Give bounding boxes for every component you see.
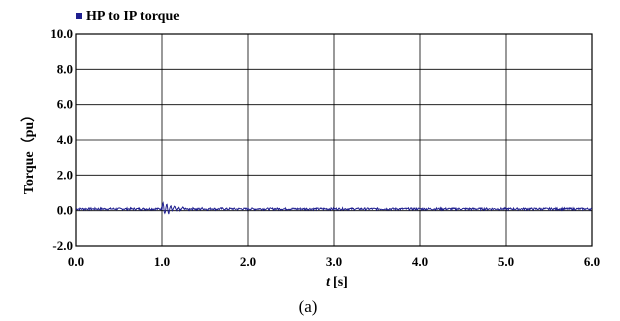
x-tick-label: 4.0 [412,254,428,269]
x-tick-label: 3.0 [326,254,342,269]
y-tick-label: 4.0 [57,132,73,147]
y-tick-label: 10.0 [50,26,73,41]
y-tick-label: 0.0 [57,203,73,218]
x-tick-label: 5.0 [498,254,514,269]
y-tick-labels: 10.0 8.0 6.0 4.0 2.0 0.0 -2.0 [50,26,73,253]
y-tick-label: 6.0 [57,97,73,112]
y-tick-label: -2.0 [52,238,73,253]
x-axis-label: t [s] [326,275,348,290]
x-tick-label: 1.0 [154,254,170,269]
x-tick-labels: 0.0 1.0 2.0 3.0 4.0 5.0 6.0 [68,254,600,269]
x-tick-label: 0.0 [68,254,84,269]
figure-caption: (a) [299,297,318,316]
series-line-hp-to-ip-torque [75,201,593,215]
x-tick-label: 6.0 [584,254,600,269]
y-axis-label: Torque（pu） [21,108,37,194]
x-tick-label: 2.0 [240,254,256,269]
grid-lines [76,34,592,246]
legend-label: HP to IP torque [86,9,179,24]
plot-frame [75,33,593,247]
y-tick-label: 2.0 [57,167,73,182]
legend-swatch [76,13,82,19]
x-axis-unit: [s] [333,275,348,290]
y-tick-label: 8.0 [57,61,73,76]
x-axis-var: t [326,275,331,290]
